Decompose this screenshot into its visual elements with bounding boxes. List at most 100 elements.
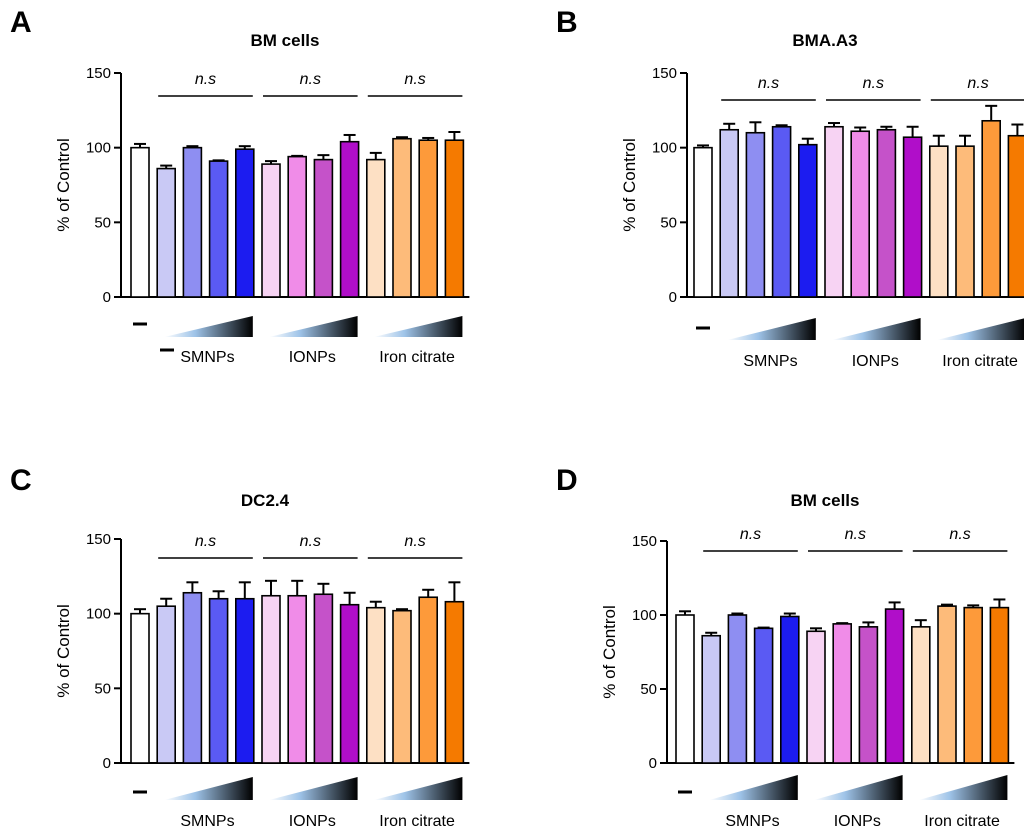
bar-smnps-1 bbox=[156, 167, 176, 298]
bar-control bbox=[675, 614, 695, 764]
dose-gradient-wedge bbox=[164, 777, 253, 800]
y-tick-label: 100 bbox=[86, 140, 111, 157]
y-tick-label: 50 bbox=[640, 681, 657, 698]
group-label: Iron citrate bbox=[379, 813, 455, 830]
bar-smnps-2 bbox=[727, 614, 748, 764]
panel-d: D BM cells 0 50 100 150 % of Control n.s SMNPs n.… bbox=[556, 464, 1015, 830]
bar-ionps-2 bbox=[287, 155, 308, 298]
group-label: Iron citrate bbox=[924, 813, 1000, 830]
significance-label: n.s bbox=[300, 533, 321, 550]
bar-smnps-2 bbox=[745, 131, 766, 298]
y-tick-label: 0 bbox=[103, 289, 111, 306]
bar-smnps-4 bbox=[235, 597, 255, 764]
bar-ionps-3 bbox=[876, 128, 897, 298]
chart-title: BMA.A3 bbox=[792, 31, 857, 50]
bar-ionps-4 bbox=[884, 608, 905, 764]
y-axis-label: % of Control bbox=[620, 138, 639, 232]
bar-smnps-2 bbox=[182, 146, 203, 298]
bar-iron-citrate-2 bbox=[955, 145, 975, 298]
significance-label: n.s bbox=[949, 526, 970, 543]
bar-smnps-2 bbox=[182, 591, 203, 764]
bar-smnps-3 bbox=[208, 597, 229, 764]
dose-gradient-wedge bbox=[727, 318, 816, 340]
bar-iron-citrate-2 bbox=[392, 609, 412, 764]
significance-label: n.s bbox=[195, 533, 216, 550]
significance-label: n.s bbox=[740, 526, 761, 543]
group-label: SMNPs bbox=[743, 353, 797, 370]
bar-ionps-1 bbox=[806, 630, 826, 764]
y-axis-label: % of Control bbox=[54, 604, 73, 698]
panel-letter: D bbox=[556, 464, 578, 497]
bar-ionps-2 bbox=[832, 623, 853, 764]
y-tick-label: 0 bbox=[649, 755, 657, 772]
dose-gradient-wedge bbox=[373, 777, 463, 800]
group-label: IONPs bbox=[852, 353, 899, 370]
bar-smnps-4 bbox=[779, 615, 800, 764]
bar-iron-citrate-4 bbox=[444, 600, 465, 764]
group-label: IONPs bbox=[834, 813, 881, 830]
bar-ionps-2 bbox=[850, 130, 871, 298]
bar-iron-citrate-4 bbox=[1007, 134, 1024, 298]
panel-letter: A bbox=[10, 6, 32, 39]
y-tick-label: 50 bbox=[94, 680, 111, 697]
chart-title: BM cells bbox=[791, 491, 860, 510]
significance-label: n.s bbox=[404, 71, 425, 88]
bar-ionps-1 bbox=[824, 125, 844, 298]
bar-iron-citrate-1 bbox=[928, 145, 949, 298]
dose-gradient-wedge bbox=[269, 777, 358, 800]
panel-b: B BMA.A3 0 50 100 150 % of Control n.s SMNPs n.s I… bbox=[556, 6, 1024, 370]
bar-smnps-1 bbox=[701, 634, 722, 764]
bar-iron-citrate-2 bbox=[392, 137, 412, 298]
group-label: Iron citrate bbox=[942, 353, 1018, 370]
y-tick-label: 50 bbox=[660, 214, 677, 231]
significance-label: n.s bbox=[967, 75, 988, 92]
y-tick-label: 50 bbox=[94, 214, 111, 231]
group-label: Iron citrate bbox=[379, 349, 455, 366]
bar-iron-citrate-3 bbox=[418, 596, 439, 764]
significance-label: n.s bbox=[863, 75, 884, 92]
dose-gradient-wedge bbox=[918, 775, 1008, 800]
significance-label: n.s bbox=[404, 533, 425, 550]
group-label: SMNPs bbox=[180, 349, 234, 366]
dose-gradient-wedge bbox=[832, 318, 921, 340]
bar-smnps-3 bbox=[753, 627, 774, 764]
bar-control bbox=[130, 146, 150, 298]
dose-gradient-wedge bbox=[164, 316, 253, 337]
bar-iron-citrate-4 bbox=[444, 139, 465, 298]
bar-ionps-1 bbox=[261, 594, 281, 764]
bar-ionps-2 bbox=[287, 594, 308, 764]
group-label: IONPs bbox=[289, 349, 336, 366]
bar-smnps-1 bbox=[156, 605, 176, 764]
group-label: SMNPs bbox=[725, 813, 779, 830]
bar-iron-citrate-3 bbox=[981, 119, 1002, 298]
bar-control bbox=[130, 612, 150, 764]
y-tick-label: 150 bbox=[652, 65, 677, 82]
chart-title: BM cells bbox=[251, 31, 320, 50]
bar-ionps-1 bbox=[261, 163, 281, 298]
panel-letter: B bbox=[556, 6, 578, 39]
group-label: SMNPs bbox=[180, 813, 234, 830]
dose-gradient-wedge bbox=[814, 775, 903, 800]
bar-ionps-3 bbox=[313, 158, 334, 298]
dose-gradient-wedge bbox=[709, 775, 798, 800]
y-tick-label: 100 bbox=[652, 140, 677, 157]
dose-gradient-wedge bbox=[373, 316, 463, 337]
bar-smnps-3 bbox=[208, 160, 229, 298]
group-label: IONPs bbox=[289, 813, 336, 830]
y-tick-label: 150 bbox=[632, 533, 657, 550]
y-tick-label: 100 bbox=[86, 606, 111, 623]
bar-iron-citrate-2 bbox=[937, 605, 957, 764]
y-tick-label: 150 bbox=[86, 65, 111, 82]
significance-label: n.s bbox=[758, 75, 779, 92]
bar-smnps-4 bbox=[235, 148, 255, 298]
y-tick-label: 0 bbox=[669, 289, 677, 306]
bar-iron-citrate-3 bbox=[963, 606, 984, 764]
significance-label: n.s bbox=[195, 71, 216, 88]
bar-ionps-4 bbox=[339, 603, 360, 764]
bar-control bbox=[693, 146, 713, 298]
bar-ionps-4 bbox=[339, 140, 360, 298]
bar-smnps-3 bbox=[771, 125, 792, 298]
bar-iron-citrate-1 bbox=[910, 626, 931, 764]
bar-smnps-1 bbox=[719, 128, 740, 298]
